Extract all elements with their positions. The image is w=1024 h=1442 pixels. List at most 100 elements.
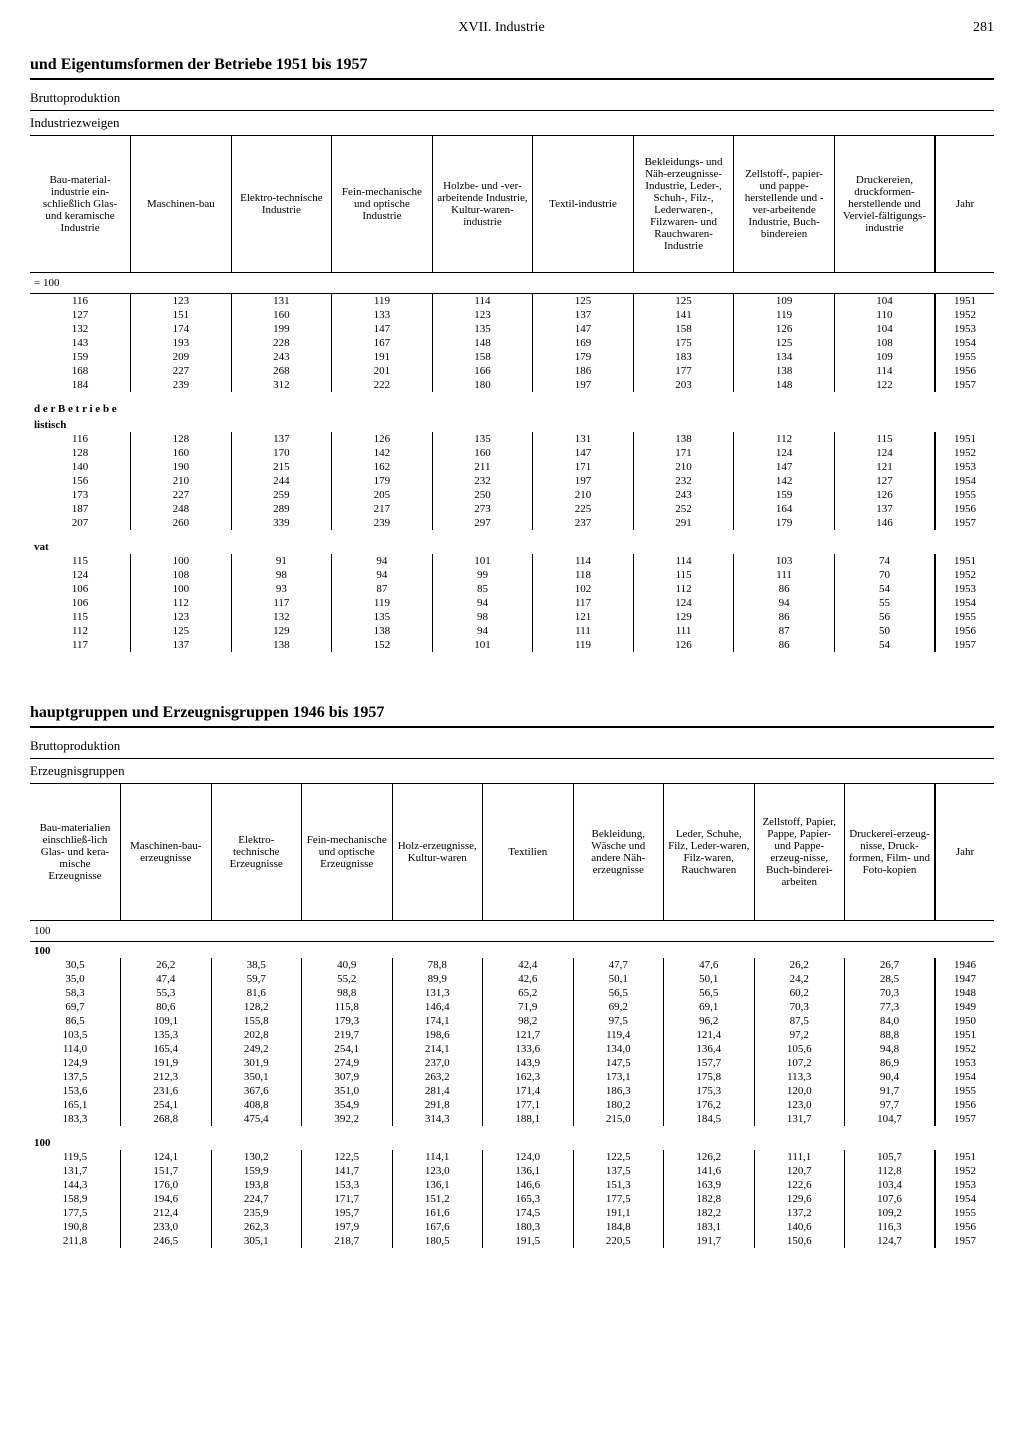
data-cell: 103,5: [30, 1028, 121, 1042]
data-cell: 158: [633, 322, 734, 336]
data-cell: 26,2: [121, 958, 212, 972]
data-cell: 184,8: [573, 1220, 664, 1234]
data-cell: 312: [231, 378, 332, 392]
data-cell: 131: [533, 432, 634, 446]
data-cell: 42,4: [483, 958, 574, 972]
data-cell: 50,1: [573, 972, 664, 986]
data-cell: 367,6: [211, 1084, 302, 1098]
data-cell: 175,3: [664, 1084, 755, 1098]
data-cell: 171: [633, 446, 734, 460]
data-cell: 138: [734, 364, 835, 378]
data-cell: 91,7: [845, 1084, 936, 1098]
year-cell: 1956: [935, 1220, 994, 1234]
data-cell: 202,8: [211, 1028, 302, 1042]
data-cell: 85: [432, 582, 533, 596]
data-cell: 239: [332, 516, 433, 530]
data-cell: 179: [332, 474, 433, 488]
year-cell: 1952: [935, 1042, 994, 1056]
data-cell: 86: [734, 610, 835, 624]
data-cell: 248: [131, 502, 232, 516]
data-cell: 55,2: [302, 972, 393, 986]
data-cell: 205: [332, 488, 433, 502]
data-cell: 134,0: [573, 1042, 664, 1056]
data-cell: 138: [633, 432, 734, 446]
data-cell: 191,1: [573, 1206, 664, 1220]
year-cell: 1955: [935, 350, 994, 364]
data-cell: 254,1: [302, 1042, 393, 1056]
data-cell: 133,6: [483, 1042, 574, 1056]
data-cell: 129,6: [754, 1192, 845, 1206]
data-cell: 123: [432, 308, 533, 322]
data-cell: 117: [231, 596, 332, 610]
year-cell: 1952: [935, 568, 994, 582]
data-cell: 151,3: [573, 1178, 664, 1192]
data-cell: 114: [533, 554, 634, 568]
data-cell: 138: [231, 638, 332, 652]
year-cell: 1955: [935, 610, 994, 624]
year-cell: 1948: [935, 986, 994, 1000]
data-cell: 78,8: [392, 958, 483, 972]
data-cell: 47,6: [664, 958, 755, 972]
data-cell: 197: [533, 378, 634, 392]
column-header: Druckereien, druckformen-herstellende un…: [834, 136, 935, 273]
data-cell: 184,5: [664, 1112, 755, 1126]
data-cell: 408,8: [211, 1098, 302, 1112]
data-cell: 112: [30, 624, 131, 638]
data-cell: 38,5: [211, 958, 302, 972]
data-cell: 144,3: [30, 1178, 121, 1192]
data-cell: 147: [332, 322, 433, 336]
data-cell: 147,5: [573, 1056, 664, 1070]
data-cell: 131,7: [754, 1112, 845, 1126]
year-cell: 1952: [935, 446, 994, 460]
data-cell: 105,6: [754, 1042, 845, 1056]
column-header: Bekleidung, Wäsche und andere Näh-erzeug…: [573, 784, 664, 921]
page-header: XVII. Industrie 281: [30, 20, 994, 36]
data-cell: 94: [332, 568, 433, 582]
data-cell: 173,1: [573, 1070, 664, 1084]
data-cell: 87,5: [754, 1014, 845, 1028]
data-cell: 197,9: [302, 1220, 393, 1234]
data-cell: 137: [231, 432, 332, 446]
data-cell: 40,9: [302, 958, 393, 972]
data-cell: 24,2: [754, 972, 845, 986]
year-cell: 1953: [935, 1056, 994, 1070]
column-header: Zellstoff, Papier, Pappe, Papier- und Pa…: [754, 784, 845, 921]
data-cell: 225: [533, 502, 634, 516]
data-cell: 54: [834, 582, 935, 596]
column-header: Maschinen-bau: [131, 136, 232, 273]
data-cell: 182,2: [664, 1206, 755, 1220]
data-cell: 201: [332, 364, 433, 378]
data-cell: 151,7: [121, 1164, 212, 1178]
year-cell: 1952: [935, 308, 994, 322]
data-cell: 127: [30, 308, 131, 322]
data-cell: 116: [30, 432, 131, 446]
data-cell: 90,4: [845, 1070, 936, 1084]
data-cell: 108: [131, 568, 232, 582]
year-cell: 1946: [935, 958, 994, 972]
column-header: Jahr: [935, 136, 994, 273]
data-cell: 183,3: [30, 1112, 121, 1126]
data-cell: 131,7: [30, 1164, 121, 1178]
data-cell: 103: [734, 554, 835, 568]
data-cell: 104,7: [845, 1112, 936, 1126]
data-cell: 120,0: [754, 1084, 845, 1098]
data-cell: 112: [131, 596, 232, 610]
year-cell: 1955: [935, 488, 994, 502]
data-cell: 137: [834, 502, 935, 516]
data-cell: 137,2: [754, 1206, 845, 1220]
data-cell: 56: [834, 610, 935, 624]
data-cell: 119: [533, 638, 634, 652]
data-cell: 87: [734, 624, 835, 638]
year-cell: 1952: [935, 1164, 994, 1178]
table1-sub2: Industriezweigen: [30, 111, 994, 136]
column-header: Leder, Schuhe, Filz, Leder-waren, Filz-w…: [664, 784, 755, 921]
data-cell: 124: [734, 446, 835, 460]
data-cell: 114: [432, 294, 533, 309]
column-header: Bekleidungs- und Näh-erzeugnisse-Industr…: [633, 136, 734, 273]
data-cell: 174,5: [483, 1206, 574, 1220]
data-cell: 392,2: [302, 1112, 393, 1126]
data-cell: 177,5: [573, 1192, 664, 1206]
data-cell: 131,3: [392, 986, 483, 1000]
data-cell: 220,5: [573, 1234, 664, 1248]
data-cell: 165,1: [30, 1098, 121, 1112]
